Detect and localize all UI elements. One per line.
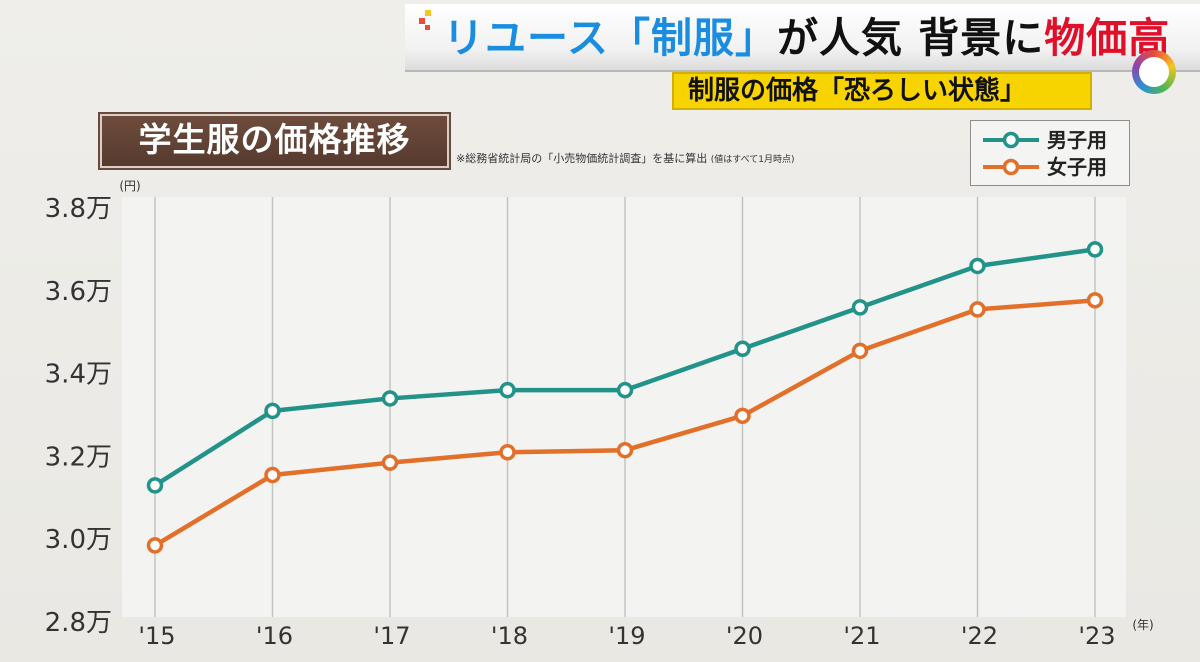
chart-title: 学生服の価格推移 bbox=[100, 114, 449, 168]
data-point-boys bbox=[1086, 241, 1104, 258]
data-point-girls bbox=[1086, 292, 1104, 309]
broadcaster-logo-icon bbox=[1132, 50, 1176, 94]
legend-label-boys: 男子用 bbox=[1047, 128, 1107, 152]
legend-item-girls: 女子用 bbox=[981, 154, 1121, 180]
x-unit-label: (年) bbox=[1132, 618, 1153, 632]
legend-marker-girls-icon bbox=[983, 158, 1039, 176]
data-point-girls bbox=[616, 441, 634, 459]
data-point-boys bbox=[969, 257, 986, 275]
headline: リユース「制服」が人気 背景に物価高 bbox=[443, 8, 1170, 68]
source-note-small: (値はすべて1月時点) bbox=[710, 155, 795, 165]
x-tick-label: '15 bbox=[138, 622, 175, 650]
x-tick-label: '23 bbox=[1078, 622, 1115, 650]
y-unit-label: (円) bbox=[119, 179, 140, 193]
x-tick-label: '22 bbox=[961, 622, 998, 650]
headline-bar bbox=[405, 4, 1200, 72]
x-tick-label: '21 bbox=[843, 622, 880, 650]
data-point-boys bbox=[264, 402, 281, 420]
headline-blue: リユース「制服」 bbox=[443, 14, 777, 62]
legend-marker-boys-icon bbox=[983, 131, 1039, 149]
source-note-main: ※総務省統計局の「小売物価統計調査」を基に算出 bbox=[456, 152, 708, 165]
data-point-boys bbox=[734, 340, 751, 358]
y-tick-label: 2.8万 bbox=[45, 608, 112, 638]
y-tick-label: 3.2万 bbox=[45, 442, 112, 472]
x-tick-label: '17 bbox=[373, 622, 410, 650]
data-point-girls bbox=[381, 454, 399, 471]
corner-mark-icon bbox=[419, 10, 431, 30]
data-point-girls bbox=[734, 407, 751, 425]
x-tick-label: '16 bbox=[256, 622, 293, 650]
data-point-boys bbox=[851, 299, 869, 316]
data-point-boys bbox=[381, 390, 399, 407]
legend-label-girls: 女子用 bbox=[1047, 155, 1107, 179]
y-tick-label: 3.0万 bbox=[45, 525, 112, 555]
legend-item-boys: 男子用 bbox=[981, 127, 1121, 153]
source-note: ※総務省統計局の「小売物価統計調査」を基に算出 (値はすべて1月時点) bbox=[456, 150, 794, 166]
headline-black: が人気 背景に bbox=[776, 14, 1045, 62]
subheadline: 制服の価格「恐ろしい状態」 bbox=[672, 72, 1092, 110]
y-tick-label: 3.8万 bbox=[45, 194, 112, 224]
data-point-girls bbox=[264, 466, 281, 484]
data-point-boys bbox=[146, 477, 164, 494]
y-tick-label: 3.6万 bbox=[45, 277, 112, 307]
data-point-girls bbox=[146, 537, 164, 554]
x-tick-label: '19 bbox=[608, 622, 645, 650]
x-tick-label: '20 bbox=[726, 622, 763, 650]
y-tick-label: 3.4万 bbox=[45, 360, 112, 390]
data-point-boys bbox=[616, 381, 634, 399]
data-point-girls bbox=[851, 342, 869, 360]
data-point-boys bbox=[499, 381, 516, 399]
data-point-girls bbox=[499, 444, 516, 461]
x-tick-label: '18 bbox=[491, 622, 528, 650]
data-point-girls bbox=[969, 301, 986, 318]
chart-legend: 男子用 女子用 bbox=[970, 120, 1130, 186]
